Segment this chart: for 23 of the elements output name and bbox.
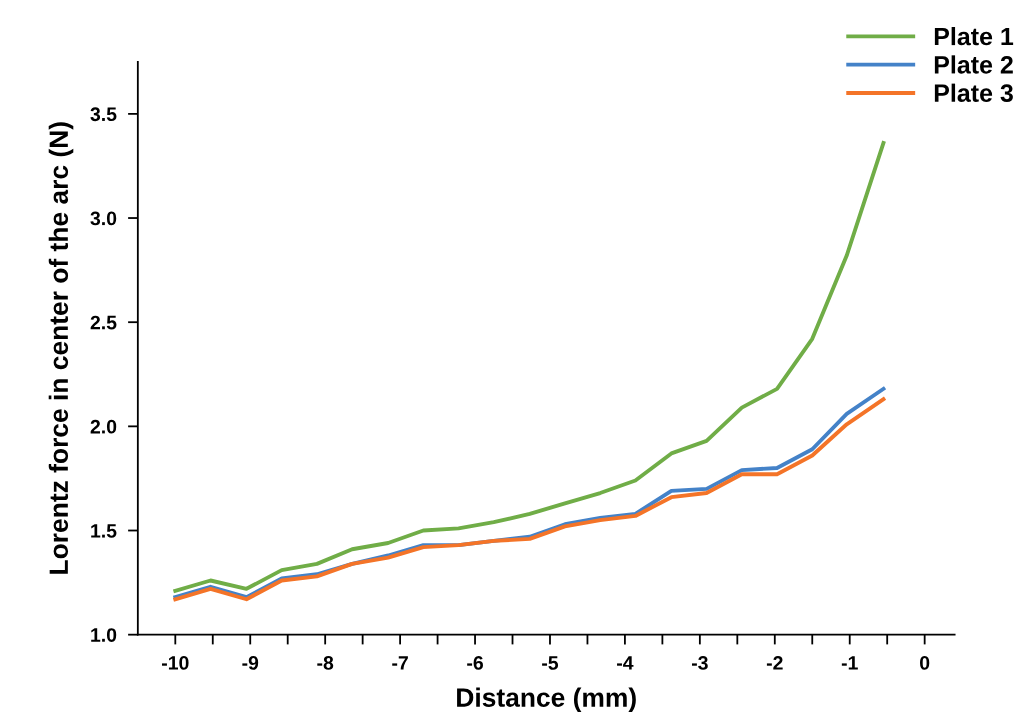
x-tick-label: -3 <box>691 656 708 670</box>
x-tick-label: -2 <box>766 656 783 670</box>
x-tick-label: 0 <box>920 656 930 670</box>
y-tick-label: 3.5 <box>90 107 117 122</box>
legend-label: Plate 2 <box>934 55 1013 74</box>
x-tick-label: -4 <box>617 656 634 670</box>
legend-label: Plate 1 <box>934 27 1014 46</box>
x-tick-label: -8 <box>317 656 334 670</box>
legend-label: Plate 3 <box>934 83 1013 103</box>
x-tick-label: -5 <box>542 656 559 670</box>
y-tick-label: 2.5 <box>90 315 117 330</box>
x-tick-label: -7 <box>392 656 408 670</box>
x-tick-label: -6 <box>467 656 483 670</box>
y-axis-title: Lorentz force in center of the arc (N) <box>48 122 74 574</box>
x-tick-label: -10 <box>162 656 189 670</box>
x-tick-label: -9 <box>242 656 259 670</box>
y-tick-label: 1.5 <box>91 524 117 538</box>
x-tick-label: -1 <box>841 656 858 670</box>
line-series <box>173 141 886 593</box>
y-tick-label: 1.0 <box>91 628 117 642</box>
x-axis-title: Distance (mm) <box>457 687 636 713</box>
y-tick-label: 2.0 <box>90 419 117 434</box>
y-tick-label: 3.0 <box>90 211 117 226</box>
